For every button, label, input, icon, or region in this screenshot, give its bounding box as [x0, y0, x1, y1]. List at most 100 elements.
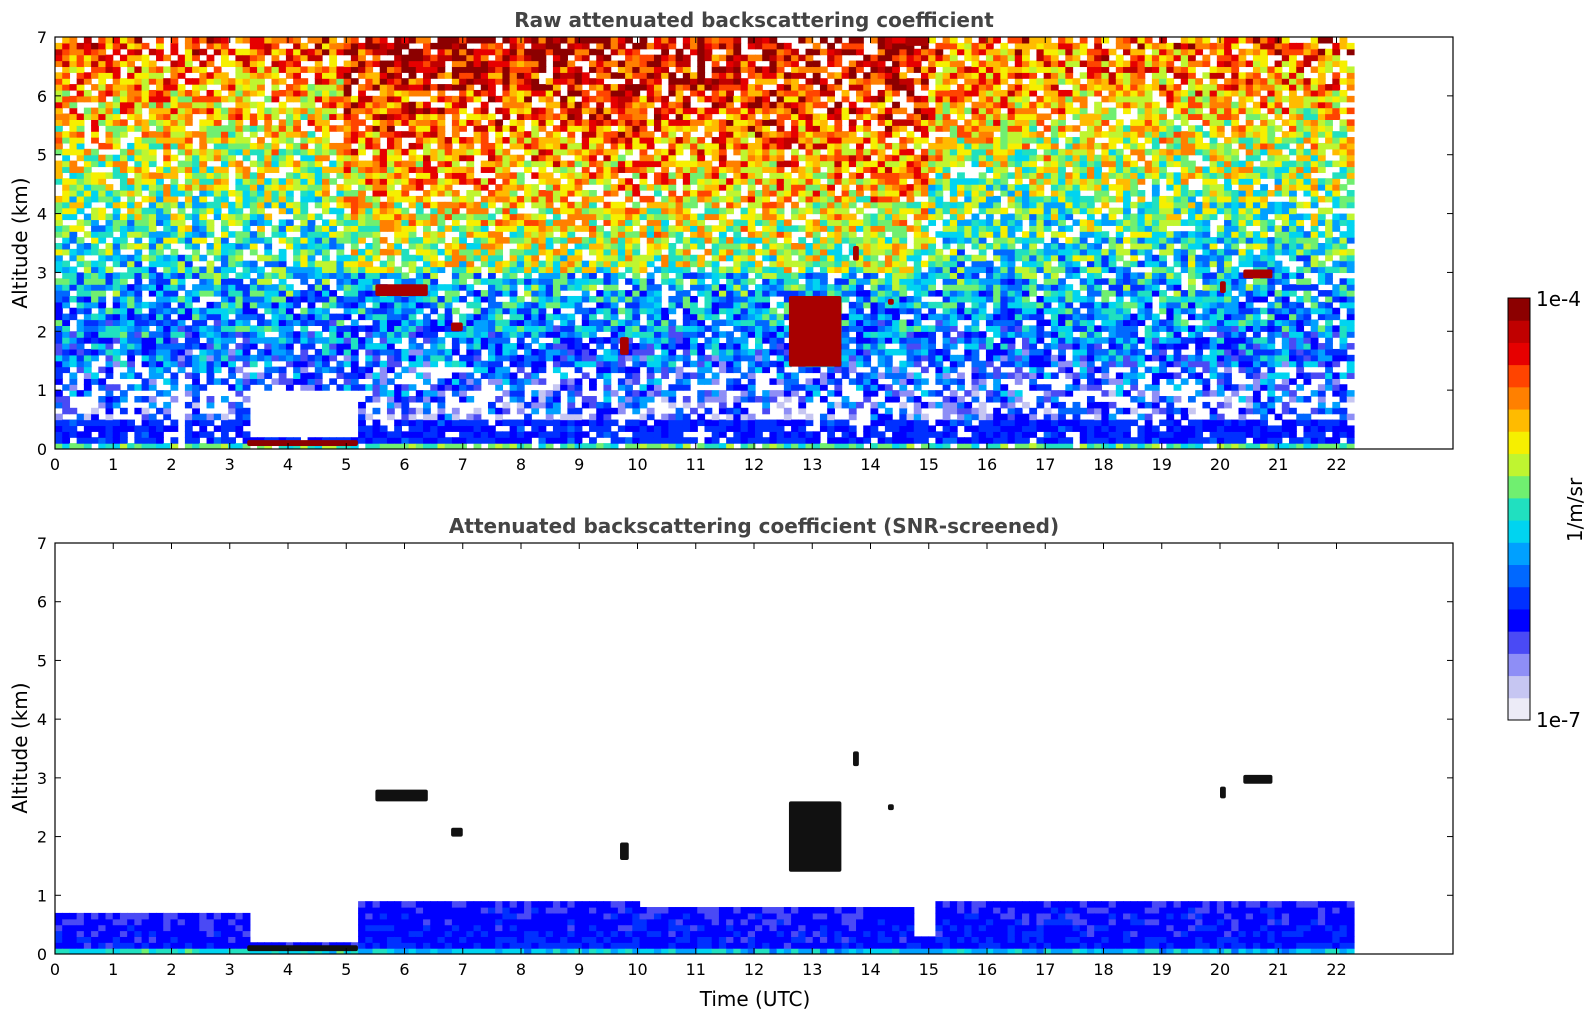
heatmap-cell [661, 160, 670, 168]
heatmap-cell [141, 437, 150, 444]
heatmap-cell [531, 366, 540, 374]
heatmap-cell [545, 142, 554, 150]
heatmap-cell [596, 166, 605, 173]
heatmap-cell [473, 89, 482, 97]
heatmap-cell [653, 125, 662, 132]
heatmap-cell [98, 278, 107, 285]
heatmap-cell [83, 201, 92, 209]
heatmap-cell [437, 225, 446, 232]
heatmap-cell [639, 84, 648, 91]
heatmap-cell [134, 431, 143, 438]
heatmap-cell [343, 131, 352, 138]
heatmap-cell [105, 319, 114, 326]
heatmap-cell [314, 37, 323, 44]
heatmap-cell [69, 95, 78, 103]
heatmap-cell [112, 290, 121, 297]
heatmap-cell [170, 419, 179, 427]
heatmap-cell [617, 160, 626, 168]
heatmap-cell [228, 295, 237, 303]
heatmap-cell [55, 254, 63, 262]
heatmap-cell [451, 137, 460, 144]
heatmap-cell [487, 272, 496, 279]
heatmap-cell [502, 166, 511, 173]
heatmap-cell [156, 72, 164, 79]
heatmap-cell [625, 331, 633, 338]
heatmap-cell [62, 278, 71, 285]
heatmap-cell [697, 266, 706, 274]
heatmap-cell [437, 178, 446, 185]
heatmap-cell [386, 337, 395, 344]
heatmap-cell [437, 89, 446, 97]
heatmap-cell [343, 343, 352, 350]
heatmap-cell [560, 243, 568, 250]
heatmap-cell [350, 37, 359, 44]
heatmap-cell [177, 190, 186, 197]
heatmap-cell [177, 278, 186, 285]
heatmap-cell [379, 42, 388, 50]
heatmap-cell [538, 201, 547, 209]
heatmap-cell [560, 160, 568, 168]
heatmap-cell [307, 131, 316, 138]
heatmap-cell [242, 343, 251, 350]
heatmap-cell [451, 166, 460, 173]
heatmap-cell [574, 172, 583, 179]
heatmap-cell [119, 84, 128, 91]
heatmap-cell [668, 84, 677, 91]
heatmap-cell [336, 325, 345, 332]
heatmap-cell [632, 42, 641, 50]
heatmap-cell [76, 431, 85, 438]
heatmap-cell [322, 113, 330, 120]
heatmap-cell [401, 431, 410, 438]
heatmap-cell [343, 260, 352, 268]
heatmap-cell [552, 260, 561, 268]
heatmap-cell [531, 260, 540, 268]
heatmap-cell [386, 95, 395, 103]
heatmap-cell [249, 278, 258, 285]
heatmap-cell [516, 95, 525, 103]
heatmap-cell [329, 66, 338, 73]
heatmap-cell [235, 231, 244, 238]
heatmap-cell [358, 178, 366, 185]
heatmap-cell [509, 190, 518, 197]
heatmap-cell [220, 443, 229, 449]
heatmap-cell [589, 231, 597, 238]
heatmap-cell [682, 78, 691, 85]
heatmap-cell [300, 113, 309, 120]
heatmap-cell [509, 390, 518, 397]
heatmap-cell [668, 142, 677, 150]
heatmap-cell [394, 60, 402, 68]
heatmap-cell [91, 425, 99, 432]
heatmap-cell [220, 419, 229, 427]
heatmap-cell [531, 390, 540, 397]
heatmap-cell [675, 95, 684, 103]
heatmap-cell [394, 107, 402, 115]
heatmap-cell [444, 37, 453, 44]
heatmap-cell [560, 78, 568, 85]
heatmap-cell [127, 384, 135, 391]
heatmap-cell [603, 443, 612, 449]
heatmap-cell [451, 119, 460, 126]
heatmap-cell [336, 337, 345, 344]
heatmap-cell [278, 378, 287, 385]
heatmap-cell [408, 254, 417, 262]
heatmap-cell [704, 396, 713, 403]
heatmap-cell [704, 337, 713, 344]
heatmap-cell [112, 425, 121, 432]
heatmap-cell [177, 254, 186, 262]
heatmap-cell [581, 201, 590, 209]
heatmap-cell [610, 354, 619, 362]
heatmap-cell [401, 213, 410, 221]
heatmap-cell [516, 425, 525, 432]
heatmap-cell [690, 407, 698, 415]
heatmap-cell [408, 89, 417, 97]
heatmap-cell [141, 413, 150, 421]
heatmap-cell [242, 184, 251, 191]
heatmap-cell [379, 431, 388, 438]
heatmap-cell [444, 331, 453, 338]
heatmap-cell [322, 78, 330, 85]
heatmap-cell [69, 337, 78, 344]
heatmap-cell [206, 307, 215, 315]
heatmap-cell [62, 290, 71, 297]
heatmap-cell [567, 201, 576, 209]
heatmap-cell [156, 178, 164, 185]
